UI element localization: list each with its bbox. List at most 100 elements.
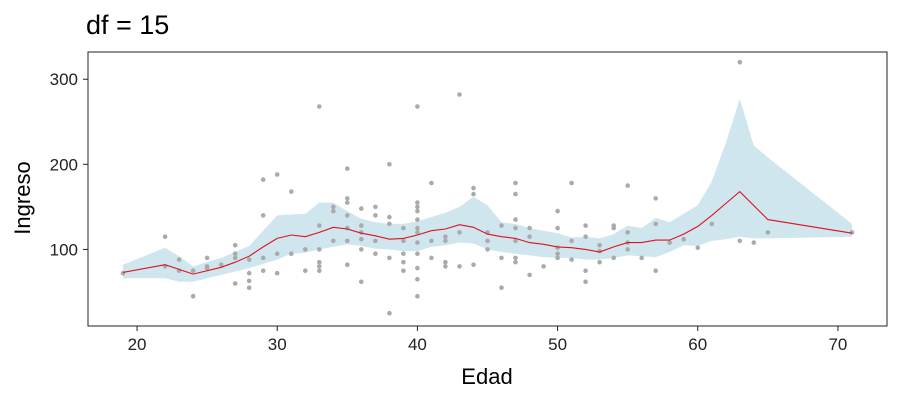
- data-point: [569, 238, 574, 244]
- data-point: [260, 255, 266, 261]
- data-point: [289, 251, 294, 256]
- data-point: [513, 191, 518, 197]
- data-point: [359, 223, 364, 228]
- confidence-band-layer: [123, 98, 852, 282]
- fit-line-layer: [122, 190, 853, 275]
- data-point: [246, 270, 252, 276]
- data-point: [443, 264, 448, 269]
- data-point: [317, 104, 322, 109]
- data-point: [260, 213, 266, 218]
- data-point: [246, 257, 252, 262]
- data-point: [583, 234, 588, 239]
- data-point: [415, 225, 420, 231]
- confidence-band: [123, 98, 852, 282]
- data-point: [415, 240, 420, 245]
- data-point: [359, 279, 364, 285]
- x-axis: 20 30 40 50 60 70: [128, 326, 847, 354]
- data-point: [373, 238, 378, 244]
- data-point: [709, 221, 715, 227]
- x-tick-label: 60: [688, 335, 707, 354]
- data-point: [737, 238, 743, 244]
- data-point: [274, 270, 280, 276]
- data-point: [401, 259, 406, 265]
- data-point: [457, 230, 462, 235]
- data-point: [246, 285, 252, 291]
- data-point: [499, 223, 504, 228]
- data-point: [415, 276, 420, 282]
- data-point: [695, 245, 701, 250]
- data-point: [359, 236, 364, 242]
- data-point: [513, 180, 518, 186]
- x-tick-label: 30: [268, 335, 287, 354]
- data-point: [415, 204, 420, 210]
- data-point: [555, 255, 560, 261]
- x-axis-title: Edad: [461, 364, 512, 389]
- y-axis-title: Ingreso: [10, 161, 35, 234]
- data-point: [429, 255, 434, 261]
- data-point: [373, 213, 378, 218]
- data-point: [499, 285, 504, 291]
- data-point: [289, 189, 294, 194]
- data-point: [232, 242, 238, 248]
- data-point: [443, 259, 448, 265]
- data-point: [541, 264, 546, 269]
- data-point: [485, 238, 490, 244]
- data-point: [162, 234, 168, 239]
- data-point: [232, 281, 238, 286]
- data-point: [387, 214, 392, 220]
- data-point: [387, 221, 392, 227]
- data-point: [555, 225, 560, 231]
- data-point: [513, 238, 518, 244]
- data-point: [260, 177, 266, 182]
- data-point: [317, 247, 322, 252]
- data-point: [232, 255, 238, 261]
- x-tick-label: 20: [128, 335, 147, 354]
- scatter-points-layer: [120, 59, 855, 316]
- y-axis: 100 200 300: [50, 70, 88, 259]
- data-point: [345, 200, 350, 205]
- data-point: [331, 238, 336, 244]
- data-point: [653, 196, 658, 201]
- data-point: [387, 255, 392, 261]
- data-point: [513, 259, 518, 265]
- data-point: [401, 268, 406, 274]
- chart-title: df = 15: [86, 10, 169, 40]
- data-point: [471, 185, 476, 191]
- data-point: [317, 268, 322, 274]
- data-point: [274, 172, 280, 177]
- data-point: [471, 262, 476, 268]
- data-point: [345, 262, 350, 268]
- data-point: [387, 162, 392, 167]
- data-point: [274, 251, 280, 256]
- data-point: [751, 240, 757, 245]
- data-point: [373, 251, 378, 256]
- data-point: [527, 225, 532, 231]
- data-point: [611, 223, 616, 228]
- data-point: [513, 225, 518, 231]
- data-point: [415, 293, 420, 299]
- data-point: [415, 251, 420, 256]
- data-point: [429, 180, 434, 186]
- data-point: [625, 247, 630, 252]
- plot-panel-border: [87, 51, 888, 327]
- data-point: [303, 247, 308, 252]
- data-point: [359, 206, 364, 211]
- data-point: [317, 223, 322, 228]
- data-point: [190, 293, 196, 299]
- data-point: [639, 255, 644, 261]
- data-point: [204, 255, 210, 261]
- data-point: [190, 268, 196, 274]
- data-point: [401, 238, 406, 244]
- data-point: [260, 268, 266, 274]
- data-point: [653, 221, 658, 227]
- data-point: [401, 251, 406, 256]
- data-point: [765, 230, 771, 235]
- y-tick-label: 300: [50, 70, 78, 89]
- data-point: [583, 268, 588, 274]
- data-point: [597, 259, 602, 265]
- data-point: [232, 251, 238, 256]
- data-point: [485, 247, 490, 252]
- data-point: [457, 92, 462, 97]
- data-point: [387, 310, 392, 316]
